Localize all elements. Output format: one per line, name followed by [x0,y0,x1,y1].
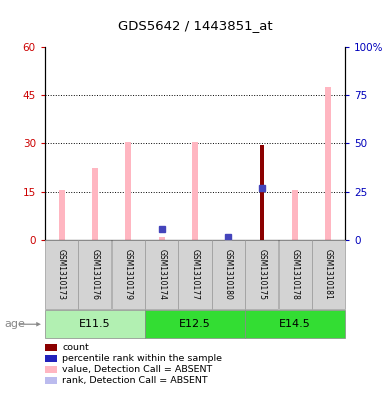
Text: GSM1310180: GSM1310180 [224,249,233,299]
Bar [245,310,345,338]
Text: value, Detection Call = ABSENT: value, Detection Call = ABSENT [62,365,213,374]
Text: GSM1310173: GSM1310173 [57,249,66,299]
Bar [292,190,298,240]
Bar [45,240,78,309]
Text: E11.5: E11.5 [79,319,111,329]
Text: age: age [5,319,26,329]
Text: GSM1310177: GSM1310177 [190,249,200,299]
Text: GSM1310175: GSM1310175 [257,249,266,299]
Bar [45,310,145,338]
Bar [112,240,145,309]
Bar [78,240,112,309]
Bar [212,240,245,309]
Bar [58,190,64,240]
Bar [92,167,98,240]
Text: GSM1310178: GSM1310178 [291,249,300,299]
Text: rank, Detection Call = ABSENT: rank, Detection Call = ABSENT [62,376,208,385]
Text: count: count [62,343,89,352]
Bar [245,240,278,309]
Bar [125,142,131,240]
Bar [145,310,245,338]
Text: E12.5: E12.5 [179,319,211,329]
Bar [179,240,211,309]
Bar [145,240,178,309]
Text: E14.5: E14.5 [279,319,311,329]
Text: GSM1310174: GSM1310174 [157,249,166,299]
Bar [312,240,345,309]
Text: GSM1310181: GSM1310181 [324,249,333,299]
Bar [326,87,332,240]
Bar [260,145,264,240]
Text: percentile rank within the sample: percentile rank within the sample [62,354,222,363]
Bar [278,240,312,309]
Text: GDS5642 / 1443851_at: GDS5642 / 1443851_at [118,19,272,32]
Text: GSM1310179: GSM1310179 [124,249,133,299]
Bar [159,237,165,240]
Text: GSM1310176: GSM1310176 [90,249,99,299]
Bar [192,142,198,240]
